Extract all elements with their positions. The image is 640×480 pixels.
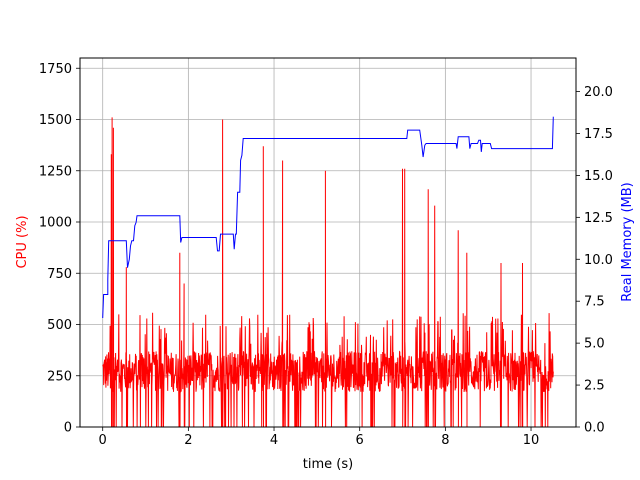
right-tick-label-8: 20.0 xyxy=(584,85,613,100)
right-tick-label-7: 17.5 xyxy=(584,127,613,142)
x-axis-label: time (s) xyxy=(303,457,353,472)
right-tick-label-4: 10.0 xyxy=(584,253,613,268)
grid xyxy=(80,58,576,428)
left-tick-label-2: 500 xyxy=(47,318,72,333)
right-axis-ticks: 0.0 2.5 5.0 7.5 10.0 12.5 15.0 17.5 20.0 xyxy=(576,85,613,436)
right-axis-label: Real Memory (MB) xyxy=(620,182,635,301)
left-axis-ticks: 0 250 500 750 1000 1250 1500 1750 xyxy=(39,62,80,436)
x-tick-label-2: 4 xyxy=(270,433,278,448)
memory-series-line xyxy=(102,116,554,319)
plot-frame xyxy=(79,57,577,428)
x-tick-label-0: 0 xyxy=(99,433,107,448)
x-tick-label-3: 6 xyxy=(356,433,364,448)
right-tick-label-3: 7.5 xyxy=(584,295,605,310)
right-tick-label-1: 2.5 xyxy=(584,379,605,394)
left-tick-label-3: 750 xyxy=(47,267,72,282)
series-memory xyxy=(102,116,554,319)
series-cpu xyxy=(102,117,554,428)
x-tick-label-5: 10 xyxy=(523,433,540,448)
left-tick-label-0: 0 xyxy=(64,421,72,436)
x-tick-label-1: 2 xyxy=(184,433,192,448)
left-tick-label-7: 1750 xyxy=(39,62,72,77)
left-axis-label: CPU (%) xyxy=(15,215,30,268)
x-tick-label-4: 8 xyxy=(441,433,449,448)
right-tick-label-6: 15.0 xyxy=(584,169,613,184)
cpu-series-line xyxy=(102,117,554,428)
right-tick-label-2: 5.0 xyxy=(584,337,605,352)
left-tick-label-6: 1500 xyxy=(39,113,72,128)
left-tick-label-4: 1000 xyxy=(39,216,72,231)
right-tick-label-0: 0.0 xyxy=(584,421,605,436)
x-axis-ticks: 0 2 4 6 8 10 xyxy=(99,427,540,448)
left-tick-label-5: 1250 xyxy=(39,164,72,179)
right-tick-label-5: 12.5 xyxy=(584,211,613,226)
left-tick-label-1: 250 xyxy=(47,369,72,384)
